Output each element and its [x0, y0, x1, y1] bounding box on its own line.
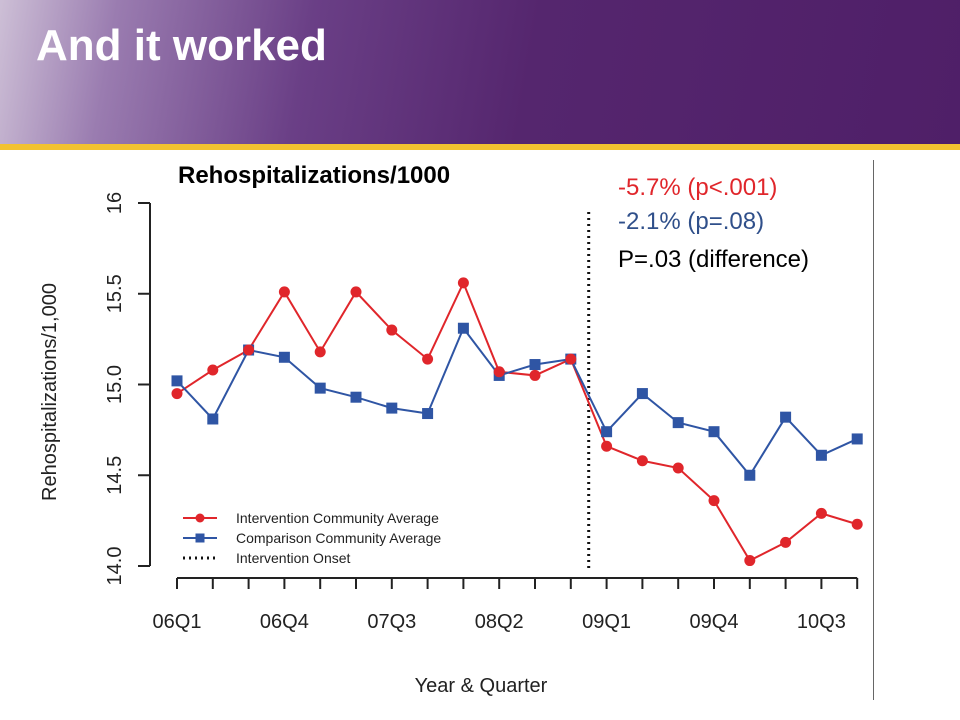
data-point-intervention	[314, 346, 326, 358]
series-layer	[171, 277, 863, 567]
data-point-comparison	[744, 469, 756, 481]
data-point-intervention	[457, 277, 469, 289]
slide-title: And it worked	[36, 21, 327, 70]
data-point-comparison	[422, 408, 434, 420]
chart-axes: 14.0 14.5 15.0 15.5 16 06Q1 06Q4 07Q3 08Q2 09Q1 09…	[104, 192, 859, 633]
legend-swatch-marker	[195, 533, 205, 543]
right-divider	[873, 160, 874, 700]
x-tick-label: 07Q3	[367, 611, 416, 633]
legend-label: Intervention Community Average	[236, 510, 439, 526]
data-point-intervention	[815, 507, 827, 519]
data-point-intervention	[243, 344, 255, 356]
data-point-comparison	[529, 359, 541, 371]
stat-comparison: -2.1% (p=.08)	[618, 208, 765, 235]
data-point-intervention	[207, 364, 219, 376]
x-tick-label: 09Q4	[690, 611, 739, 633]
y-tick-label: 16	[104, 192, 126, 214]
data-point-intervention	[851, 518, 863, 530]
y-axis-label: Rehospitalizations/1,000	[39, 283, 61, 501]
data-point-comparison	[636, 388, 648, 400]
data-point-comparison	[171, 375, 183, 387]
y-tick-label: 14.0	[104, 547, 126, 586]
data-point-comparison	[457, 322, 469, 334]
chart-title: Rehospitalizations/1000	[178, 162, 451, 189]
legend-swatch-marker	[195, 513, 205, 523]
legend-label: Intervention Onset	[236, 550, 351, 566]
title-banner	[0, 0, 960, 144]
stat-difference: P=.03 (difference)	[618, 246, 810, 273]
data-point-intervention	[278, 286, 290, 298]
series-line	[176, 326, 858, 477]
data-point-comparison	[314, 382, 326, 394]
stat-intervention: -5.7% (p<.001)	[618, 174, 778, 201]
data-point-intervention	[493, 366, 505, 378]
data-point-intervention	[386, 324, 398, 336]
x-tick-label: 10Q3	[797, 611, 846, 633]
data-point-intervention	[565, 353, 577, 365]
data-point-intervention	[672, 462, 684, 474]
x-tick-label: 06Q4	[260, 611, 309, 633]
data-point-comparison	[278, 351, 290, 363]
data-point-comparison	[350, 391, 362, 403]
x-tick-label: 08Q2	[475, 611, 524, 633]
data-point-comparison	[672, 417, 684, 429]
y-tick-label: 15.5	[104, 274, 126, 313]
y-tick-label: 15.0	[104, 365, 126, 404]
data-point-intervention	[780, 536, 792, 548]
data-point-comparison	[386, 402, 398, 414]
chart-legend: Intervention Community Average Comparison…	[183, 510, 441, 566]
data-point-intervention	[744, 555, 756, 567]
data-point-comparison	[815, 449, 827, 461]
legend-label: Comparison Community Average	[236, 530, 441, 546]
x-axis-label: Year & Quarter	[415, 675, 548, 697]
data-point-comparison	[851, 433, 863, 445]
data-point-comparison	[207, 413, 219, 425]
data-point-intervention	[636, 455, 648, 467]
banner-accent-line	[0, 144, 960, 150]
data-point-intervention	[350, 286, 362, 298]
data-point-intervention	[708, 495, 720, 507]
data-point-comparison	[601, 426, 613, 438]
x-tick-label: 09Q1	[582, 611, 631, 633]
data-point-intervention	[529, 369, 541, 381]
x-tick-label: 06Q1	[153, 611, 202, 633]
data-point-comparison	[708, 426, 720, 438]
series-line	[176, 280, 858, 562]
data-point-comparison	[780, 411, 792, 423]
data-point-intervention	[422, 353, 434, 365]
y-tick-label: 14.5	[104, 456, 126, 495]
data-point-intervention	[171, 388, 183, 400]
data-point-intervention	[601, 440, 613, 452]
